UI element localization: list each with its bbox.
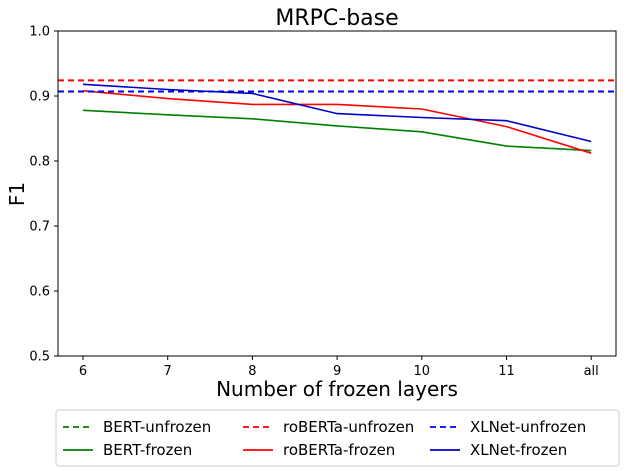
y-tick-label: 1.0 <box>29 25 50 40</box>
y-axis-label: F1 <box>5 182 29 206</box>
x-tick-label: 11 <box>498 364 515 379</box>
legend-label-roberta-frozen: roBERTa-frozen <box>283 441 395 459</box>
y-tick-label: 0.7 <box>29 220 50 235</box>
series-roberta-frozen <box>82 90 592 154</box>
x-tick-label: 6 <box>79 364 87 379</box>
x-tick-label: 10 <box>414 364 431 379</box>
y-tick-label: 0.6 <box>29 285 50 300</box>
series-xlnet-frozen <box>82 83 592 143</box>
legend-label-roberta-unfrozen: roBERTa-unfrozen <box>283 418 414 436</box>
y-tick-label: 0.9 <box>29 90 50 105</box>
chart-title: MRPC-base <box>275 6 398 31</box>
legend-box <box>55 409 620 467</box>
x-tick-label: 9 <box>333 364 341 379</box>
legend-label-bert-unfrozen: BERT-unfrozen <box>103 418 211 436</box>
x-tick-label: all <box>584 364 599 379</box>
y-tick-label: 0.5 <box>29 350 50 365</box>
series-bert-frozen <box>82 109 592 152</box>
legend: BERT-unfrozen BERT-frozen roBERTa-unfrozen… <box>55 409 620 467</box>
plot-area <box>58 79 616 154</box>
axes: 6 7 8 9 10 11 all 0.5 0.6 0.7 0.8 0.9 1.0 <box>29 25 598 380</box>
legend-label-bert-frozen: BERT-frozen <box>103 441 192 459</box>
x-tick-label: 8 <box>248 364 256 379</box>
x-tick-label: 7 <box>164 364 172 379</box>
legend-label-xlnet-unfrozen: XLNet-unfrozen <box>470 418 586 436</box>
x-axis-label: Number of frozen layers <box>216 377 458 401</box>
y-tick-label: 0.8 <box>29 155 50 170</box>
legend-label-xlnet-frozen: XLNet-frozen <box>470 441 567 459</box>
